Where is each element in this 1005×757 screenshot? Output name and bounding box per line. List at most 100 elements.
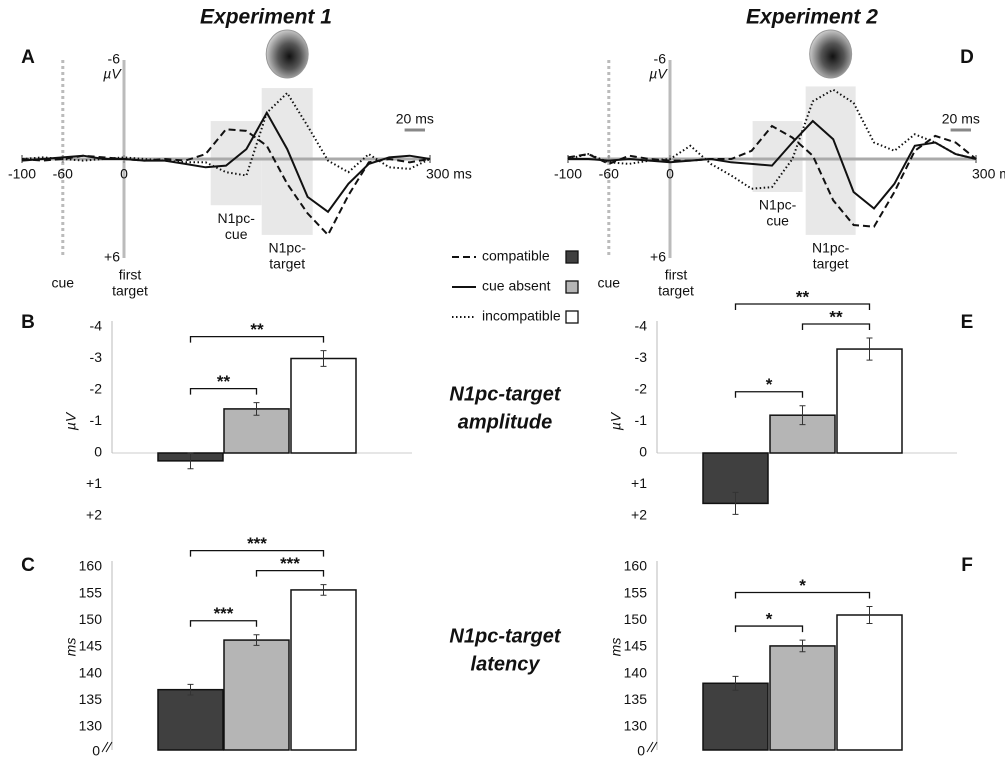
marker-label: target <box>658 283 694 299</box>
x-tick-label: 0 <box>120 166 128 182</box>
y-tick-label: -6 <box>654 51 667 67</box>
marker-label: cue <box>52 275 75 291</box>
head-map <box>266 30 308 78</box>
y-axis-label: ms <box>608 638 624 657</box>
panel-letter: E <box>961 312 974 333</box>
window-label: cue <box>766 213 789 229</box>
panel-letter: C <box>21 555 35 576</box>
y-tick-label: +1 <box>631 475 647 491</box>
legend-swatch <box>566 251 578 263</box>
y-tick-label: 140 <box>624 664 648 680</box>
y-tick-label: 160 <box>624 558 648 574</box>
x-tick-label: -60 <box>599 166 619 182</box>
y-tick-label: -3 <box>635 349 648 365</box>
window <box>753 121 803 192</box>
legend-label: compatible <box>482 248 550 264</box>
window <box>806 86 856 235</box>
significance-label: *** <box>280 554 300 573</box>
window-label: target <box>813 256 849 272</box>
y-tick-label: 155 <box>79 584 103 600</box>
legend-swatch <box>566 311 578 323</box>
y-tick-label: 135 <box>624 691 648 707</box>
figure: N1pc-target amplitude N1pc-target latenc… <box>0 0 1005 757</box>
y-tick-label: 140 <box>79 664 103 680</box>
y-tick-label: 135 <box>79 691 103 707</box>
y-axis-label: ms <box>63 638 79 657</box>
bar <box>703 683 768 750</box>
panel-letter: D <box>960 47 974 68</box>
window-label: cue <box>225 226 248 242</box>
y-tick-label: 0 <box>94 444 102 460</box>
panel-letter: B <box>21 312 35 333</box>
significance-label: ** <box>217 372 231 391</box>
bar <box>837 615 902 750</box>
y-tick-label: -2 <box>90 381 103 397</box>
bar <box>291 359 356 454</box>
panel-letter: A <box>21 47 35 68</box>
significance-label: * <box>766 610 773 629</box>
row-label: amplitude <box>458 411 552 433</box>
x-tick-label: 300 ms <box>426 166 472 182</box>
y-tick-label: -3 <box>90 349 103 365</box>
row-label: N1pc-target <box>449 625 561 647</box>
y-tick-label: -1 <box>635 412 648 428</box>
head-map <box>810 30 852 78</box>
bar <box>224 640 289 750</box>
scale-bar-label: 20 ms <box>396 111 434 127</box>
window-label: N1pc- <box>218 210 256 226</box>
y-tick-label: 0 <box>639 444 647 460</box>
row-label: latency <box>471 653 541 675</box>
window-label: N1pc- <box>812 240 850 256</box>
chart-title: Experiment 2 <box>746 6 878 29</box>
significance-label: * <box>799 576 806 595</box>
y-tick-label: +2 <box>86 507 102 523</box>
chart-title: Experiment 1 <box>200 6 332 29</box>
significance-label: ** <box>796 288 810 307</box>
y-tick-label: 150 <box>624 611 648 627</box>
y-tick-label: +6 <box>104 249 120 265</box>
axis-break-label: 0 <box>637 743 645 757</box>
y-tick-label: -2 <box>635 381 648 397</box>
y-tick-label: +1 <box>86 475 102 491</box>
y-tick-label: 160 <box>79 558 103 574</box>
y-axis-label: µV <box>63 411 79 430</box>
marker-label: cue <box>598 275 621 291</box>
x-tick-label: 300 ms <box>972 166 1005 182</box>
bar <box>837 349 902 453</box>
legend-swatch <box>566 281 578 293</box>
bar <box>770 646 835 750</box>
y-tick-label: 150 <box>79 611 103 627</box>
y-tick-label: +2 <box>631 507 647 523</box>
y-tick-label: -4 <box>90 318 103 334</box>
x-tick-label: -60 <box>53 166 73 182</box>
bar <box>291 590 356 750</box>
y-tick-label: +6 <box>650 249 666 265</box>
marker-label: first <box>119 267 142 283</box>
y-tick-label: -4 <box>635 318 648 334</box>
x-tick-label: -100 <box>8 166 36 182</box>
significance-label: *** <box>214 604 234 623</box>
x-tick-label: 0 <box>666 166 674 182</box>
y-axis-label: µV <box>608 411 624 430</box>
y-tick-label: 145 <box>624 638 648 654</box>
significance-label: ** <box>250 320 264 339</box>
scale-bar-label: 20 ms <box>942 111 980 127</box>
y-tick-label: 145 <box>79 638 103 654</box>
y-axis-label: µV <box>649 66 668 82</box>
y-tick-label: 155 <box>624 584 648 600</box>
legend-label: cue absent <box>482 278 551 294</box>
axis-break-label: 0 <box>92 743 100 757</box>
y-tick-label: -6 <box>108 51 121 67</box>
bar <box>158 690 223 750</box>
window-label: target <box>269 256 305 272</box>
axis-break <box>102 742 112 752</box>
significance-label: ** <box>829 308 843 327</box>
row-label: N1pc-target <box>449 383 561 405</box>
y-tick-label: 130 <box>624 718 648 734</box>
marker-label: first <box>665 267 688 283</box>
window-label: N1pc- <box>269 240 307 256</box>
y-tick-label: -1 <box>90 412 103 428</box>
y-axis-label: µV <box>103 66 122 82</box>
x-tick-label: -100 <box>554 166 582 182</box>
legend-label: incompatible <box>482 308 561 324</box>
